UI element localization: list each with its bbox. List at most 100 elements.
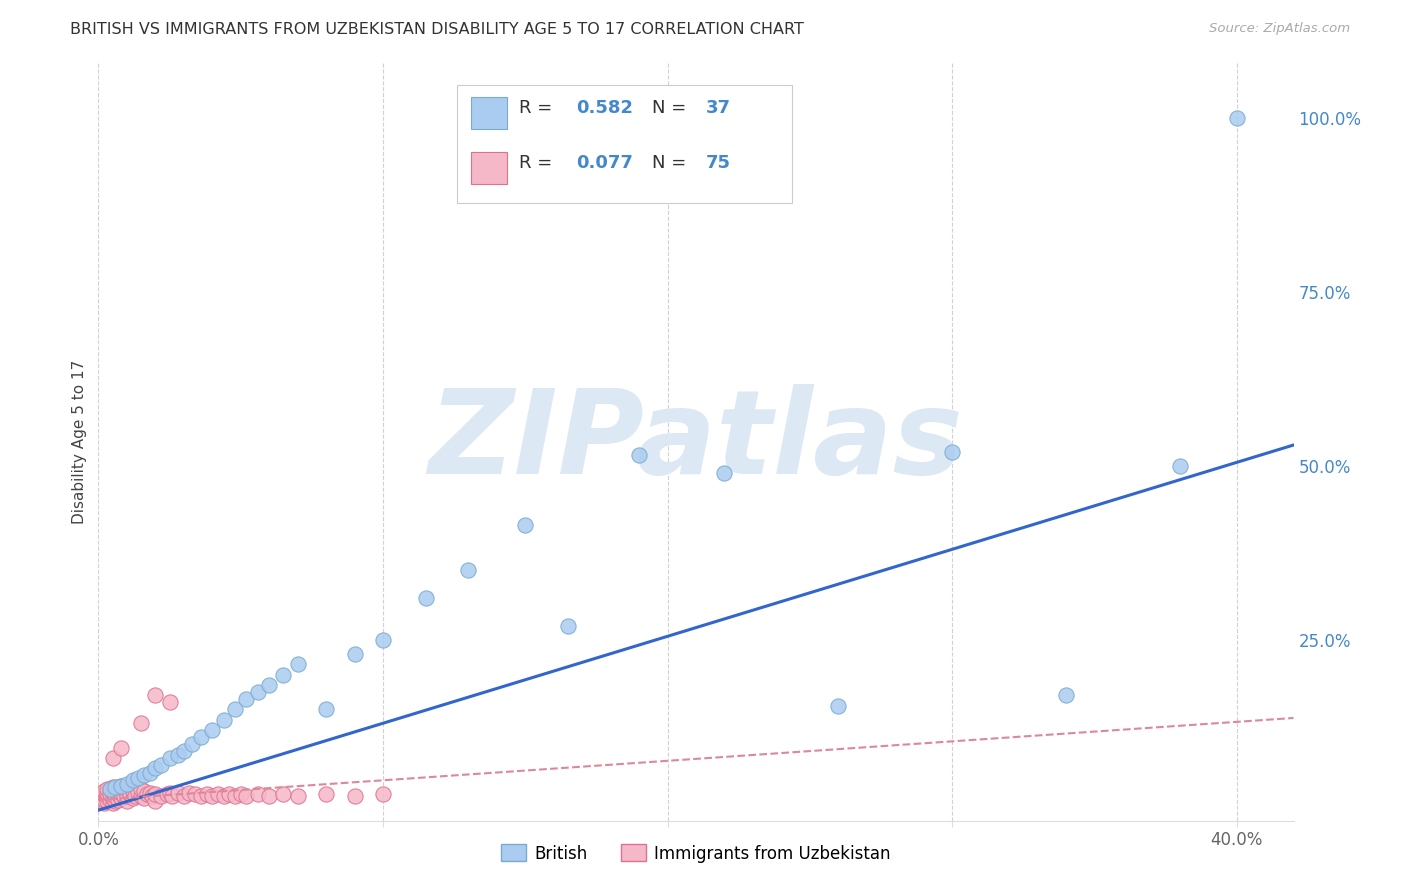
Point [287, 657, 309, 672]
Point [107, 787, 129, 801]
Point [101, 780, 124, 795]
Point [93, 787, 115, 801]
Point [104, 794, 127, 808]
Point [93, 797, 115, 811]
Point [235, 692, 257, 706]
Point [115, 782, 138, 797]
Text: R =: R = [519, 99, 558, 117]
Point [104, 780, 127, 795]
Point [257, 678, 280, 692]
Point [110, 779, 132, 793]
Point [115, 777, 138, 791]
Point [415, 591, 437, 605]
Point [190, 730, 212, 744]
Point [101, 791, 124, 805]
Point [115, 794, 138, 808]
Point [112, 782, 135, 797]
Point [143, 794, 166, 808]
Point [159, 786, 181, 800]
Point [121, 784, 143, 798]
Point [135, 787, 157, 801]
Point [273, 667, 295, 681]
Point [159, 695, 181, 709]
Point [132, 768, 155, 782]
Point [343, 789, 366, 804]
Point [141, 789, 163, 804]
Point [101, 786, 124, 800]
Point [132, 791, 155, 805]
Point [371, 632, 394, 647]
Point [143, 689, 166, 703]
Point [124, 789, 146, 804]
Point [110, 786, 132, 800]
Point [121, 773, 143, 788]
Text: R =: R = [519, 153, 558, 171]
Bar [471, 97, 508, 129]
Point [110, 740, 132, 755]
Point [167, 747, 190, 762]
Point [127, 771, 149, 785]
Point [118, 787, 141, 801]
Point [104, 782, 127, 797]
Point [129, 789, 152, 804]
Point [713, 466, 735, 480]
Point [628, 449, 651, 463]
Point [162, 789, 184, 804]
Point [110, 791, 132, 805]
Point [315, 702, 337, 716]
Point [190, 789, 212, 804]
Point [107, 780, 129, 795]
Point [201, 723, 224, 738]
Point [224, 702, 246, 716]
Point [212, 713, 235, 727]
Point [90, 791, 112, 805]
Point [557, 619, 579, 633]
Point [246, 787, 269, 801]
Point [132, 784, 155, 798]
Point [173, 744, 195, 758]
Point [129, 716, 152, 731]
Point [287, 789, 309, 804]
Point [93, 793, 115, 807]
Point [273, 787, 295, 801]
Point [173, 789, 195, 804]
Text: 37: 37 [706, 99, 731, 117]
Point [90, 794, 112, 808]
Point [98, 787, 121, 801]
Point [121, 791, 143, 805]
Text: 0.077: 0.077 [576, 153, 633, 171]
Text: BRITISH VS IMMIGRANTS FROM UZBEKISTAN DISABILITY AGE 5 TO 17 CORRELATION CHART: BRITISH VS IMMIGRANTS FROM UZBEKISTAN DI… [70, 22, 804, 37]
Point [115, 789, 138, 804]
Point [1168, 458, 1191, 473]
Text: 0.582: 0.582 [576, 99, 634, 117]
Point [257, 789, 280, 804]
Point [212, 789, 235, 804]
Point [98, 782, 121, 797]
Point [371, 787, 394, 801]
Point [207, 787, 229, 801]
Point [104, 789, 127, 804]
Text: N =: N = [652, 99, 692, 117]
Point [941, 445, 963, 459]
Point [457, 563, 479, 577]
Point [96, 794, 118, 808]
Bar [471, 152, 508, 184]
Point [159, 751, 181, 765]
Point [98, 793, 121, 807]
Point [229, 787, 252, 801]
Point [343, 647, 366, 661]
Point [167, 786, 190, 800]
Point [112, 789, 135, 804]
Point [195, 787, 218, 801]
Point [156, 787, 179, 801]
Point [218, 787, 240, 801]
Point [101, 751, 124, 765]
Point [143, 762, 166, 776]
Point [138, 786, 160, 800]
Point [184, 787, 207, 801]
Point [96, 782, 118, 797]
Point [315, 787, 337, 801]
Point [1226, 111, 1249, 125]
Text: N =: N = [652, 153, 692, 171]
Point [101, 797, 124, 811]
